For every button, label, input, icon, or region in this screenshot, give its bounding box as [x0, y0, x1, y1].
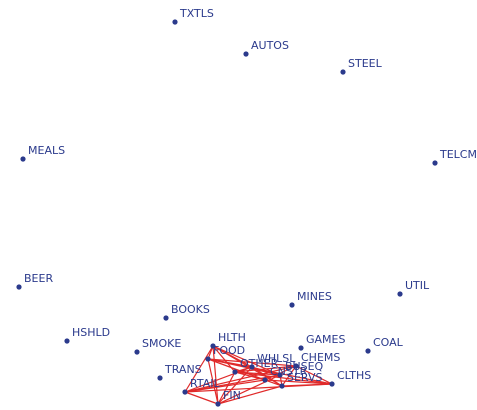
edge	[184, 391, 219, 405]
node	[340, 69, 346, 75]
edge	[184, 379, 266, 393]
node	[289, 302, 295, 308]
node-label: OTHER	[240, 357, 279, 370]
node	[329, 381, 335, 387]
node	[432, 160, 438, 166]
edge	[212, 345, 219, 405]
edge	[184, 345, 214, 393]
node-label: BEER	[24, 272, 53, 285]
node-label: RTAIL	[190, 377, 220, 390]
node-label: MINES	[297, 290, 332, 303]
node	[249, 364, 255, 370]
nodes: TXTLS AUTOS STEEL MEALS TELCM BEER UTIL MINES BO…	[16, 7, 477, 407]
node	[134, 349, 140, 355]
node-label: GAMES	[306, 333, 345, 346]
node	[215, 401, 221, 407]
node-label: FOOD	[213, 344, 245, 357]
node	[279, 383, 285, 389]
node-label: UTIL	[405, 279, 430, 292]
edge	[212, 345, 253, 368]
node-label: MEALS	[28, 144, 65, 157]
node	[210, 343, 216, 349]
node-label: COAL	[373, 336, 404, 349]
edge	[234, 371, 333, 385]
node	[365, 348, 371, 354]
node	[172, 19, 178, 25]
node-label: CHEMS	[301, 351, 340, 364]
node	[157, 375, 163, 381]
node	[277, 372, 283, 378]
edge	[217, 385, 283, 405]
edge	[264, 379, 333, 385]
edge	[207, 358, 266, 381]
node	[16, 284, 22, 290]
node	[20, 156, 26, 162]
node-label: SERVS	[287, 371, 322, 384]
node-label: BOOKS	[171, 303, 210, 316]
node-label: STEEL	[348, 57, 383, 70]
node-label: SMOKE	[142, 337, 181, 350]
node-label: HSHLD	[72, 326, 110, 339]
node	[243, 51, 249, 57]
node	[163, 315, 169, 321]
node	[182, 389, 188, 395]
edge	[184, 365, 297, 393]
edge	[295, 365, 333, 385]
edge	[212, 345, 281, 376]
node-label: AUTOS	[251, 39, 289, 52]
node-label: HLTH	[218, 331, 246, 344]
edges	[184, 345, 333, 405]
node-label: TXTLS	[179, 7, 214, 20]
node-label: TELCM	[439, 148, 477, 161]
node-label: TRANS	[164, 363, 202, 376]
node	[232, 369, 238, 375]
edge	[184, 383, 333, 393]
edge	[217, 371, 236, 405]
node	[397, 291, 403, 297]
node-label: CNSTR	[270, 365, 308, 378]
node-label: CLTHS	[337, 369, 371, 382]
node	[293, 363, 299, 369]
edge	[212, 345, 236, 373]
node	[205, 356, 211, 362]
edge	[251, 366, 281, 376]
edge	[234, 371, 281, 376]
node	[64, 338, 70, 344]
node-label: BUSEQ	[285, 360, 324, 373]
edge	[281, 365, 297, 387]
node-label: WHLSL	[257, 352, 296, 365]
node-label: FIN	[223, 389, 241, 402]
node	[262, 377, 268, 383]
node	[298, 345, 304, 351]
